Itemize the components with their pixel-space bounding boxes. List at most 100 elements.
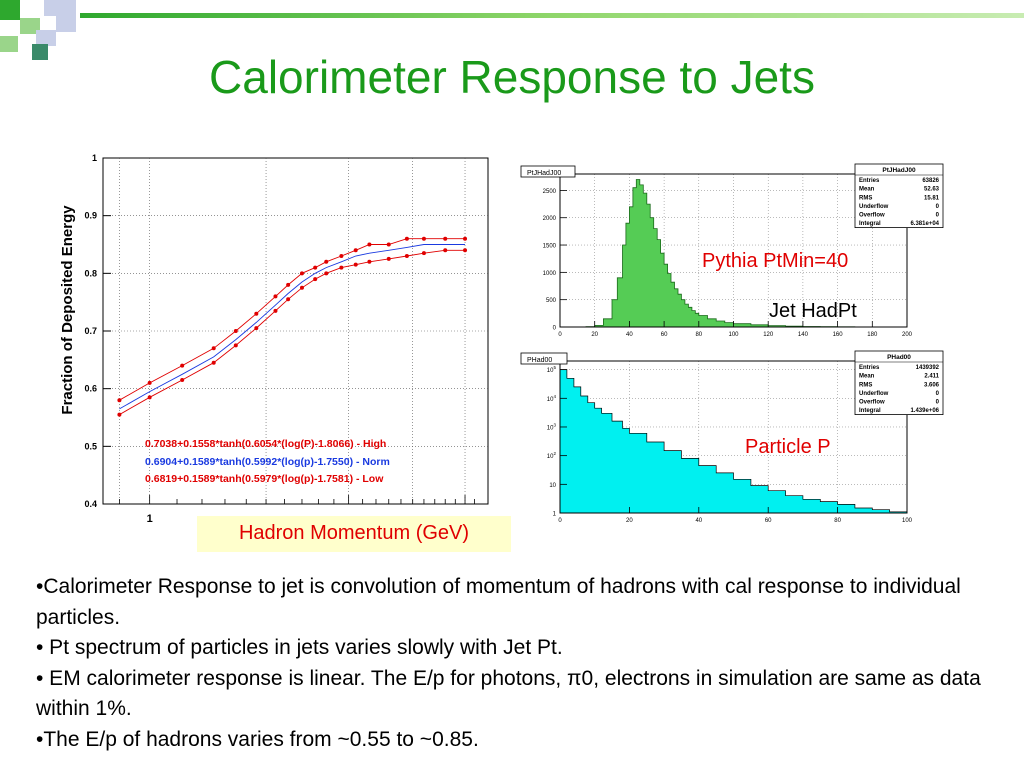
- data-point: [353, 248, 358, 253]
- data-point: [313, 277, 318, 282]
- legend-entry-high: 0.7038+0.1558*tanh(0.6054*(log(P)-1.8066…: [145, 438, 386, 450]
- stats-key: Integral: [859, 221, 881, 227]
- hist-title-box: [520, 352, 568, 365]
- stats-value: 52.63: [924, 187, 940, 193]
- deco-square: [20, 18, 40, 34]
- stats-value: 6.381e+04: [910, 221, 939, 227]
- x-tick-label: 100: [728, 332, 739, 338]
- stats-value: 63826: [922, 178, 939, 184]
- y-tick-label: 104: [547, 394, 557, 403]
- data-point: [404, 236, 409, 241]
- hist-title: PHad00: [527, 357, 552, 364]
- y-tick-label: 0.6: [84, 384, 97, 394]
- data-point: [443, 248, 448, 253]
- data-point: [386, 256, 391, 261]
- y-tick-label: 1500: [543, 244, 557, 250]
- data-point: [211, 346, 216, 351]
- data-point: [254, 326, 259, 331]
- data-point: [367, 259, 372, 264]
- series-1: [119, 244, 465, 410]
- deco-square: [32, 44, 48, 60]
- data-point: [463, 236, 468, 241]
- title-bar-line: [80, 13, 1024, 18]
- x-tick-label: 200: [902, 332, 913, 338]
- deco-square: [56, 14, 76, 32]
- stats-key: Underflow: [859, 204, 889, 210]
- data-point: [211, 360, 216, 365]
- corner-decoration: [0, 0, 80, 60]
- stats-title: PtJHadJ00: [882, 167, 916, 174]
- y-tick-label: 0: [553, 326, 557, 332]
- data-point: [286, 297, 291, 302]
- y-tick-label: 0.4: [84, 499, 97, 509]
- y-tick-label: 500: [546, 298, 557, 304]
- data-point: [180, 363, 185, 368]
- y-tick-exponent: 4: [553, 394, 556, 399]
- y-tick-label: 2000: [543, 216, 557, 222]
- y-tick-exponent: 3: [553, 422, 556, 427]
- jethadpt-label: Jet HadPt: [769, 300, 857, 322]
- data-point: [313, 265, 318, 270]
- stats-key: RMS: [859, 195, 872, 201]
- bullet-item: •Calorimeter Response to jet is convolut…: [36, 575, 961, 629]
- data-point: [147, 395, 152, 400]
- series-2: [117, 248, 468, 417]
- x-tick-label: 160: [833, 332, 844, 338]
- x-tick-label: 180: [867, 332, 878, 338]
- deco-square: [44, 0, 76, 16]
- data-point: [117, 398, 122, 403]
- stats-key: Integral: [859, 408, 881, 414]
- deco-square: [0, 0, 20, 20]
- series-0: [117, 236, 468, 403]
- stats-value: 15.81: [924, 195, 940, 201]
- stats-key: Mean: [859, 187, 875, 193]
- stats-box: [854, 350, 944, 415]
- x-tick-label: 20: [626, 518, 633, 524]
- x-tick-label: 140: [798, 332, 809, 338]
- data-point: [339, 265, 344, 270]
- y-tick-label: 0.5: [84, 441, 97, 451]
- slide-title: Calorimeter Response to Jets: [209, 51, 815, 103]
- data-point: [324, 259, 329, 264]
- bullet-list: •Calorimeter Response to jet is convolut…: [36, 572, 996, 755]
- deco-square: [0, 36, 18, 52]
- x-tick-label: 20: [591, 332, 598, 338]
- x-tick-label: 40: [626, 332, 633, 338]
- deco-square: [36, 30, 56, 46]
- plot-frame: [559, 360, 908, 514]
- deco-square: [20, 0, 40, 18]
- y-tick-label: 0.7: [84, 326, 97, 336]
- data-point: [421, 251, 426, 256]
- data-point: [233, 343, 238, 348]
- y-tick-label: 1: [92, 153, 97, 163]
- data-point: [443, 236, 448, 241]
- x-tick-label: 80: [834, 518, 841, 524]
- data-point: [147, 380, 152, 385]
- stats-value: 3.606: [924, 382, 940, 388]
- x-tick-label: 80: [695, 332, 702, 338]
- stats-value: 0: [936, 204, 940, 210]
- stats-value: 0: [936, 391, 940, 397]
- x-tick-label: 0: [558, 518, 562, 524]
- y-tick-exponent: 5: [553, 365, 556, 370]
- y-tick-label: 102: [547, 451, 557, 460]
- x-tick-label: 60: [661, 332, 668, 338]
- y-tick-label: 103: [547, 422, 557, 431]
- x-tick-label: 120: [763, 332, 774, 338]
- stats-key: Underflow: [859, 391, 889, 397]
- hist-title-box: [520, 165, 576, 178]
- bullet-item: •The E/p of hadrons varies from ~0.55 to…: [36, 727, 479, 751]
- y-tick-label: 0.9: [84, 211, 97, 221]
- y-tick-label: 10: [549, 483, 556, 489]
- data-point: [273, 294, 278, 299]
- bullet-item: • EM calorimeter response is linear. The…: [36, 666, 981, 721]
- stats-box: [854, 163, 944, 228]
- data-point: [367, 242, 372, 247]
- stats-key: Overflow: [859, 213, 885, 219]
- y-axis-label: Fraction of Deposited Energy: [59, 205, 76, 415]
- x-tick-label: 0: [558, 332, 562, 338]
- data-point: [286, 282, 291, 287]
- pythia-label: Pythia PtMin=40: [702, 250, 849, 272]
